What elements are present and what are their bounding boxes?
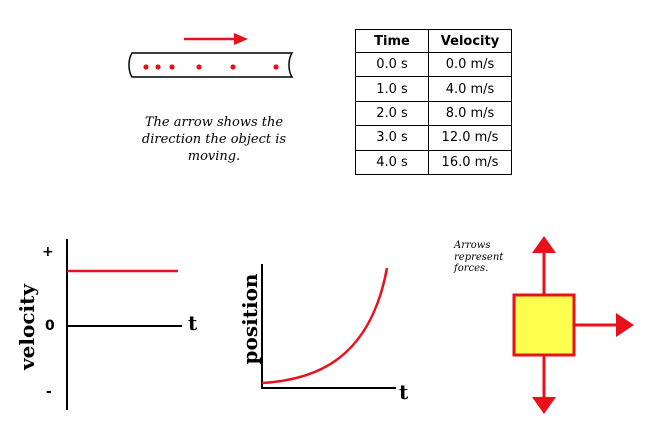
table-cell-velocity: 12.0 m/s bbox=[428, 125, 512, 151]
tape-dot bbox=[230, 64, 236, 70]
force-arrowhead-up bbox=[532, 236, 556, 253]
force-arrowhead-right bbox=[616, 313, 634, 337]
motion-caption: The arrow shows the direction the object… bbox=[141, 115, 287, 164]
table-cell-time: 3.0 s bbox=[355, 125, 429, 151]
position-graph bbox=[261, 264, 396, 389]
velocity-graph bbox=[66, 239, 182, 410]
force-arrowhead-down bbox=[532, 397, 556, 414]
table-cell-velocity: 4.0 m/s bbox=[428, 76, 512, 102]
velocity-tick-zero: 0 bbox=[45, 318, 55, 334]
tape-dot bbox=[155, 64, 161, 70]
table-cell-velocity: 8.0 m/s bbox=[428, 100, 512, 127]
velocity-x-label: t bbox=[188, 311, 198, 335]
time-velocity-table: Time Velocity 0.0 s 0.0 m/s 1.0 s 4.0 m/… bbox=[355, 29, 512, 175]
table-cell-time: 2.0 s bbox=[355, 100, 429, 127]
direction-arrow-head bbox=[234, 33, 248, 45]
position-curve bbox=[261, 267, 389, 385]
velocity-tick-minus: - bbox=[46, 384, 52, 400]
table-row: 1.0 s 4.0 m/s bbox=[355, 76, 512, 102]
position-y-label: position bbox=[238, 273, 262, 365]
forces-note: Arrows represent forces. bbox=[454, 240, 504, 274]
velocity-tick-plus: + bbox=[42, 244, 54, 260]
tape-dot bbox=[196, 64, 202, 70]
table-cell-time: 0.0 s bbox=[355, 51, 429, 78]
position-x-label: t bbox=[399, 380, 409, 404]
object-box bbox=[512, 293, 576, 357]
table-cell-velocity: 0.0 m/s bbox=[428, 51, 512, 78]
table-header-velocity: Velocity bbox=[428, 29, 512, 53]
table-row: 3.0 s 12.0 m/s bbox=[355, 125, 512, 151]
table-row: 0.0 s 0.0 m/s bbox=[355, 51, 512, 78]
table-header-time: Time bbox=[355, 29, 429, 53]
velocity-y-label: velocity bbox=[15, 284, 39, 370]
tape-dot bbox=[169, 64, 175, 70]
ticker-tape bbox=[128, 52, 294, 78]
table-cell-velocity: 16.0 m/s bbox=[428, 149, 512, 175]
force-diagram bbox=[512, 236, 634, 414]
tape-dot bbox=[143, 64, 149, 70]
table-row: 2.0 s 8.0 m/s bbox=[355, 100, 512, 127]
motion-diagram bbox=[128, 33, 294, 78]
table-cell-time: 1.0 s bbox=[355, 76, 429, 102]
tape-dot bbox=[273, 64, 279, 70]
table-row: 4.0 s 16.0 m/s bbox=[355, 149, 512, 175]
table-cell-time: 4.0 s bbox=[355, 149, 429, 175]
